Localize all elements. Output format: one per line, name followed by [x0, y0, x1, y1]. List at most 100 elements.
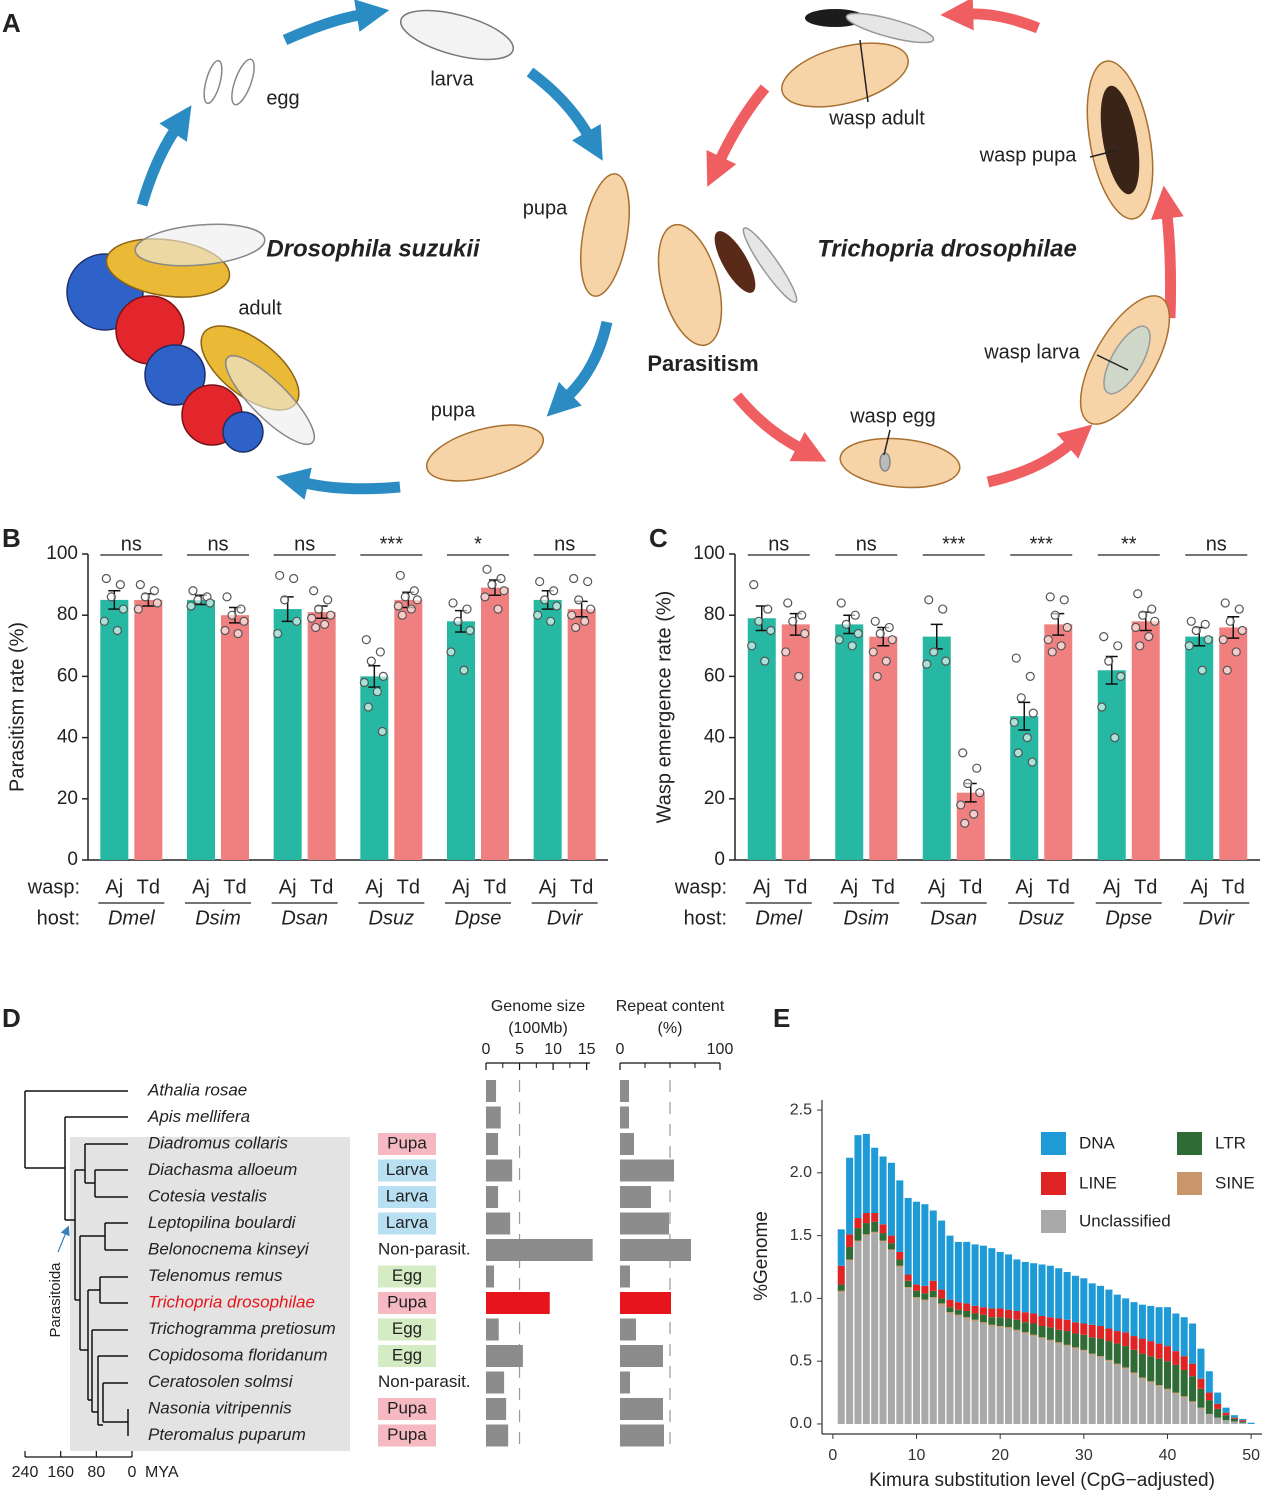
bar [620, 1106, 629, 1129]
stage-label: Pupa [387, 1292, 427, 1311]
bar-segment [996, 1327, 1004, 1424]
bar-segment [1063, 1344, 1071, 1347]
species-label: Copidosoma floridanum [148, 1345, 328, 1364]
wasp-row-label: wasp: [674, 876, 727, 898]
data-point [924, 595, 934, 605]
bar-segment [1113, 1331, 1121, 1344]
wasp-label: Aj [1103, 876, 1121, 898]
bar-segment [1155, 1358, 1163, 1386]
bar-segment [1180, 1396, 1188, 1398]
legend-swatch [1177, 1132, 1202, 1155]
bar-segment [1147, 1382, 1155, 1424]
bar-segment [1030, 1334, 1038, 1337]
stage-label: wasp adult [828, 107, 925, 129]
bar-segment [1180, 1397, 1188, 1424]
bar [486, 1159, 513, 1182]
bar-segment [971, 1305, 979, 1314]
bar-segment [1088, 1354, 1096, 1424]
species-label: Nasonia vitripennis [148, 1398, 292, 1417]
significance: ns [294, 533, 315, 555]
bar-segment [988, 1326, 996, 1424]
data-point [133, 604, 143, 614]
data-point [1184, 641, 1194, 651]
bar [620, 1133, 634, 1155]
host-label: Dsuz [1018, 907, 1064, 929]
data-point [118, 604, 128, 614]
bar-segment [1088, 1353, 1096, 1355]
bar-segment [854, 1218, 862, 1229]
bar [1219, 627, 1248, 860]
data-point [834, 635, 844, 645]
bar-segment [1005, 1328, 1013, 1424]
bar-segment [1130, 1302, 1138, 1337]
data-point [101, 573, 111, 584]
bar [486, 1080, 497, 1102]
bar-segment [921, 1300, 929, 1424]
bar [486, 1424, 509, 1447]
data-point [499, 586, 509, 596]
bar-segment [954, 1309, 962, 1315]
wasp-label: Td [137, 876, 160, 898]
bar-segment [846, 1246, 854, 1260]
bar-segment [1122, 1332, 1130, 1347]
bar-segment [1147, 1305, 1155, 1342]
data-point [586, 604, 596, 614]
bar-segment [1214, 1408, 1222, 1418]
data-point [797, 610, 807, 620]
column-title: Genome size [491, 998, 585, 1015]
bar-segment [1130, 1349, 1138, 1373]
host-row-label: host: [684, 907, 727, 929]
data-point [307, 613, 317, 623]
wasp-label: Aj [279, 876, 297, 898]
time-axis-title: MYA [145, 1464, 179, 1481]
bar-segment [988, 1317, 996, 1325]
host-label: Dvir [1198, 907, 1235, 929]
data-point [1200, 619, 1210, 629]
y-tick-label: 0.0 [790, 1415, 812, 1432]
data-point [847, 641, 857, 651]
bar-segment [1097, 1356, 1105, 1358]
bar-segment [1071, 1322, 1079, 1334]
bar-segment [1080, 1349, 1088, 1352]
legend-label: SINE [1215, 1173, 1255, 1192]
species-label: Trichopria drosophilae [148, 1292, 315, 1311]
data-point [1237, 625, 1247, 636]
bar [307, 612, 336, 860]
data-point [1131, 622, 1141, 633]
column-tick-label: 10 [544, 1041, 562, 1058]
wasp-label: Aj [192, 876, 210, 898]
stage-label: Pupa [387, 1133, 427, 1152]
wasp-label: Td [483, 876, 506, 898]
bar-segment [1197, 1388, 1205, 1408]
panel-label: A [2, 8, 21, 38]
species-label: Athalia rosae [147, 1080, 247, 1099]
data-point [569, 573, 579, 584]
wasp-label: Aj [105, 876, 123, 898]
data-point [754, 616, 764, 626]
bar-segment [979, 1314, 987, 1323]
bar-segment [1205, 1371, 1213, 1393]
data-point [448, 598, 458, 608]
bar-segment [1046, 1341, 1054, 1424]
time-tick-label: 160 [47, 1464, 74, 1481]
bar-segment [1105, 1289, 1113, 1329]
y-tick-label: 40 [704, 727, 725, 748]
bar [835, 624, 864, 860]
wasp-label: Td [223, 876, 246, 898]
x-tick-label: 30 [1075, 1447, 1093, 1464]
bar-segment [904, 1288, 912, 1424]
stage-label: Larva [386, 1160, 429, 1179]
bar-segment [1071, 1348, 1079, 1424]
data-point [549, 586, 559, 596]
bar-segment [996, 1251, 1004, 1309]
bar-segment [896, 1180, 904, 1252]
data-point [766, 625, 776, 636]
data-point [958, 748, 968, 758]
bar [1131, 621, 1160, 860]
panel-label: E [773, 1003, 790, 1033]
y-tick-label: 2.5 [790, 1101, 812, 1118]
y-tick-label: 2.0 [790, 1164, 812, 1181]
data-point [135, 579, 145, 590]
species-label: Diachasma alloeum [148, 1160, 297, 1179]
data-point [552, 601, 562, 611]
